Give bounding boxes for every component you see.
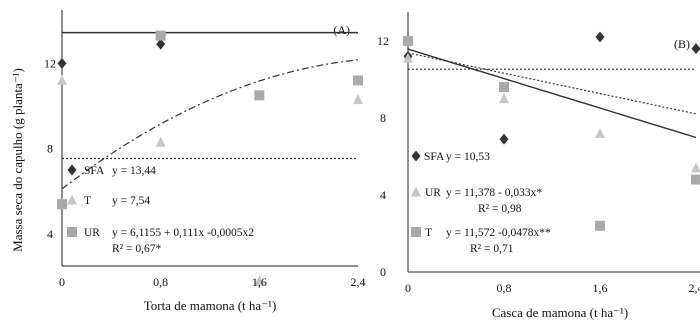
panel-b-y-tick-label: 0 [380,265,386,279]
panel-a-legend-marker-sfa [67,164,77,176]
panel-a-y-tick-label: 12 [44,56,56,70]
panel-a-point-ur [155,30,166,41]
panel-b-legend-equation-sfa: y = 10,53 [446,151,490,163]
panel-a-legend-label-t: T [84,195,91,207]
panel-a-y-axis-title: Massa seca do capulho (g planta⁻¹) [10,68,25,252]
panel-a-y-tick-label: 8 [47,142,53,156]
panel-a-legend-equation-ur: y = 6,1155 + 0,111x -0,0005x2 [112,227,254,239]
panel-a-point-sfa [156,38,166,50]
panel-a-legend-marker-t [67,194,77,205]
panel-b-point-t [499,82,509,93]
panel-a-x-tick-label: 2,4 [351,275,366,289]
panel-a-y-tick-label: 4 [47,227,53,241]
panel-b-y-tick-label: 8 [380,111,386,125]
panel-a-legend-label-sfa: SFA [84,165,105,177]
panel-b-y-tick-label: 12 [377,34,389,48]
panel-b-legend-marker-t [411,227,421,237]
panel-b-chart: (B) Casca de mamona (t ha⁻¹) 0 0,8 1,6 2,4 0… [377,12,700,320]
panel-b-fit-curve-t [407,48,697,139]
panel-b-legend-equation-t: y = 11,572 -0,0478x** [446,227,551,239]
panel-a-x-tick-label: 0,8 [153,275,168,289]
panel-a-point-t [353,94,363,105]
panel-a-point-sfa [57,57,67,69]
panel-b-x-tick-label: 0 [405,281,411,295]
panel-a-legend-marker-ur [67,227,77,237]
panel-b-point-sfa [499,133,509,145]
panel-b-x-tick-label: 0,8 [497,281,512,295]
panel-b-point-ur [499,93,509,104]
panel-b-legend-equation-ur: y = 11,378 - 0,033x* [446,187,542,199]
panel-a-point-ur [254,90,265,101]
panel-b-point-sfa [595,31,605,43]
panel-b-y-tick-label: 4 [380,188,386,202]
panel-b-point-t [595,220,605,231]
panel-b-x-tick-label: 2,4 [689,281,700,295]
panel-a-point-t [155,136,166,147]
panel-b-point-t [691,174,700,185]
panel-a-x-tick-label: 0 [59,275,65,289]
panel-a-fit-curve-ur [61,59,359,190]
panel-a-legend-equation-t: y = 7,54 [112,195,150,207]
panel-b-point-ur [595,127,605,138]
panel-a-x-axis-title: Torta de mamona (t ha⁻¹) [144,298,277,313]
panel-a-chart: Massa seca do capulho (g planta⁻¹) (A) T… [10,10,366,313]
panel-b-legend-label-t: T [425,227,432,239]
panel-a-point-ur [353,75,363,86]
panel-b-legend-label-sfa: SFA [424,151,445,163]
panel-b-legend-marker-sfa [411,150,421,162]
panel-b-legend-label-ur: UR [425,187,441,199]
panel-a-legend-equation-sfa: y = 13,44 [112,165,156,177]
panel-a-legend-r2-ur: R² = 0,67* [112,243,161,255]
panel-b-legend-r2-ur: R² = 0,98 [478,203,522,215]
panel-b-legend-marker-ur [411,186,421,197]
panel-b-x-axis-title: Casca de mamona (t ha⁻¹) [492,305,628,320]
panel-b-point-t [403,35,413,46]
panel-b-point-ur [403,52,413,63]
panel-b-x-tick-label: 1,6 [593,281,608,295]
panel-b-fit-curve-ur [407,52,697,115]
panel-a-legend-label-ur: UR [84,227,100,239]
panel-a-x-tick-label: 1,6 [252,275,267,289]
panel-b-point-sfa [691,43,700,55]
panel-a-point-t [57,74,67,85]
panel-b-point-ur [691,162,700,173]
panel-a-tag: (A) [333,23,350,37]
panel-b-tag: (B) [674,37,690,51]
panel-b-legend-r2-t: R² = 0,71 [470,243,514,255]
panel-a-point-t [254,275,265,286]
panel-a-point-ur [57,199,67,210]
